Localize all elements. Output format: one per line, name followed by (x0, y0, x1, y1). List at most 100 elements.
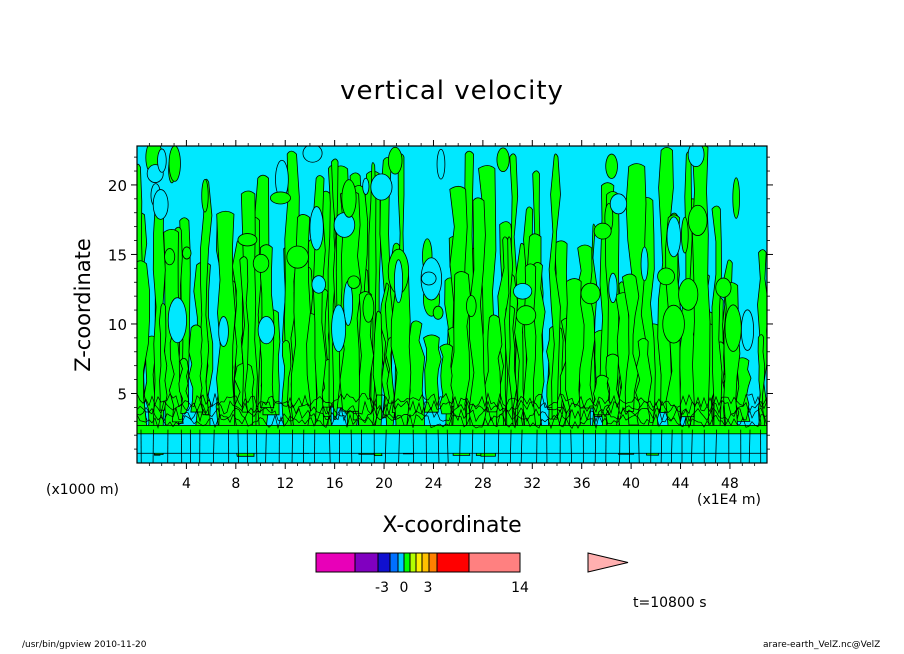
updraft-plume (239, 256, 249, 413)
colorbar-segment (468, 552, 521, 573)
updraft-plume (548, 153, 561, 420)
updraft-plume (357, 291, 375, 438)
updraft-plume (621, 273, 640, 412)
contour-cell (496, 147, 510, 173)
plot-frame (136, 145, 768, 464)
contour-cell (286, 245, 309, 269)
contour-line (328, 429, 331, 463)
contour-cell (362, 177, 370, 195)
footer-right-text: arare-earth_VelZ.nc@VelZ (763, 640, 881, 650)
contour-cell (201, 178, 209, 213)
contour-cell (593, 222, 612, 240)
contour-cell (157, 148, 167, 173)
time-label: t=10800 s (633, 595, 707, 611)
contour-cell (515, 305, 537, 326)
contour-cell (182, 246, 192, 260)
contour-cell (466, 295, 477, 318)
colorbar-segment (415, 552, 423, 573)
x-tick-label: 16 (326, 476, 344, 492)
contour-cell (347, 275, 361, 289)
x-tick-label: 40 (622, 476, 640, 492)
contour-cell (688, 204, 708, 236)
colorbar-segment (389, 552, 399, 573)
contour-cell (370, 173, 393, 201)
contour-cell (421, 271, 437, 286)
contour-cell (740, 309, 755, 351)
x-unit-label-left: (x1000 m) (46, 482, 119, 498)
contour-cell (362, 293, 375, 323)
colorbar-segment (409, 552, 417, 573)
contour-cell (257, 316, 275, 345)
updraft-plume (281, 340, 292, 427)
contour-cell (167, 297, 187, 344)
contour-cell (657, 267, 675, 286)
contour-cell (609, 193, 628, 215)
y-tick-label: 20 (108, 177, 127, 195)
contour-line (670, 429, 673, 463)
colorbar-segment (377, 552, 391, 573)
contour-cell (513, 283, 533, 300)
contour-cell (311, 275, 326, 294)
contour-line (691, 429, 693, 463)
contour-cell (715, 277, 732, 298)
contour-cell (662, 304, 685, 344)
contour-line (459, 429, 461, 463)
footer-left-text: /usr/bin/gpview 2010-11-20 (22, 640, 147, 650)
updraft-plume (178, 357, 190, 414)
x-axis-label: X-coordinate (382, 513, 522, 538)
x-axis: 4 8 12 16 20 24 28 32 36 40 44 48 (148, 140, 756, 492)
y-tick-label: 10 (108, 316, 127, 334)
updraft-plume (711, 205, 723, 438)
x-tick-label: 36 (573, 476, 591, 492)
colorbar-segment (428, 552, 438, 573)
contour-line (471, 429, 474, 463)
contour-cell (681, 216, 689, 254)
plot-area (137, 146, 767, 463)
contour-cell (640, 246, 649, 282)
contour-line (715, 429, 717, 463)
contour-cell (394, 259, 404, 304)
contour-cell (387, 146, 403, 175)
contour-cell (218, 316, 229, 347)
contour-cell (436, 148, 446, 180)
contour-cell (168, 146, 181, 182)
updraft-plume (188, 324, 204, 413)
contour-cell (252, 253, 270, 273)
updraft-plume (439, 343, 454, 415)
colorbar-segment (436, 552, 470, 573)
contour-line (437, 429, 440, 463)
x-tick-label: 4 (182, 476, 191, 492)
contour-line (137, 413, 767, 430)
contour-line (350, 429, 353, 463)
contour-line (638, 429, 640, 463)
contour-cell (152, 189, 169, 220)
contour-cell (666, 216, 681, 258)
colorbar-segment (354, 552, 379, 573)
contour-cell (302, 146, 323, 163)
colorbar-segment (315, 552, 356, 573)
contour-line (265, 429, 267, 463)
x-tick-label: 12 (276, 476, 294, 492)
updraft-plume (504, 236, 514, 428)
updraft-plume (158, 303, 168, 411)
contour-cell (605, 153, 618, 179)
contour-cell (608, 272, 618, 304)
x-tick-label: 8 (231, 476, 240, 492)
contour-line (255, 429, 258, 463)
contour-cell (164, 248, 176, 266)
contour-line (570, 429, 573, 463)
contour-cell (678, 278, 699, 311)
surface-band (137, 433, 767, 454)
contour-line (509, 429, 512, 463)
colorbar-segment (403, 552, 411, 573)
colorbar-extend-arrow (587, 552, 629, 573)
updraft-plume (522, 263, 537, 429)
contour-line (212, 429, 215, 463)
updraft-plume (199, 178, 213, 416)
contour-cell (341, 179, 357, 218)
updraft-plume (423, 334, 442, 413)
chart-title: vertical velocity (340, 76, 564, 106)
x-tick-label: 28 (474, 476, 492, 492)
updraft-plume (331, 158, 341, 420)
